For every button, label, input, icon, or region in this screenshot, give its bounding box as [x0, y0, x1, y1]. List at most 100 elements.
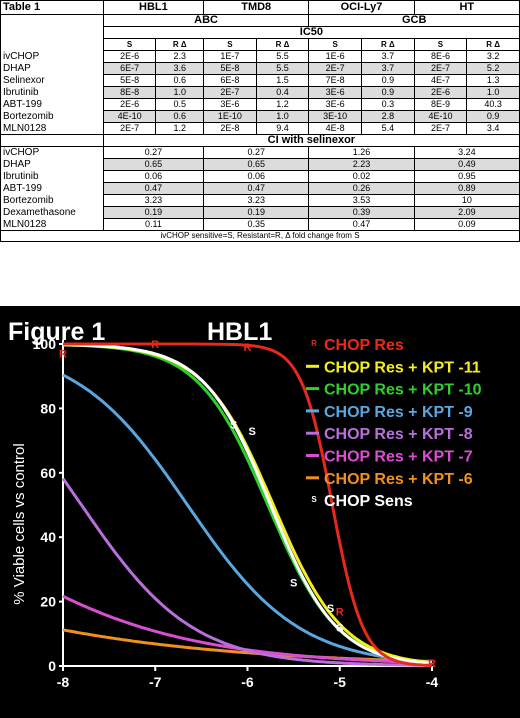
- y-tick-label: 20: [40, 594, 56, 610]
- ci-value: 0.47: [102, 182, 205, 195]
- ic50-value: 5.4: [361, 122, 415, 135]
- ic50-value: 0.6: [155, 110, 205, 123]
- table-row: ivCHOP sensitive=S, Resistant=R, Δ fold …: [0, 230, 520, 242]
- y-tick-label: 0: [48, 658, 56, 674]
- ic50-header: IC50: [102, 26, 520, 39]
- ic50-value: 2E-7: [308, 62, 362, 75]
- data-point-marker: S: [248, 426, 255, 438]
- ic50-value: 5E-8: [203, 62, 257, 75]
- ic50-value: 4E-7: [413, 74, 468, 87]
- ic50-value: 3.7: [361, 62, 415, 75]
- legend-entry: CHOP Res + KPT -6: [324, 471, 473, 488]
- ci-value: 1.26: [308, 146, 415, 159]
- ci-value: 3.23: [102, 194, 205, 207]
- table-row: ivCHOP 0.27 0.27 1.26 3.24: [0, 146, 520, 159]
- axes: 0 20 40 60 80 100 -8 -7 -6 -5 -4: [33, 336, 439, 690]
- drug-label: Ibrutinib: [0, 86, 104, 99]
- ic50-value: 2.8: [361, 110, 415, 123]
- drug-label: ivCHOP: [0, 146, 104, 159]
- series-line: [62, 343, 433, 665]
- table-row: DHAP 0.65 0.65 2.23 0.49: [0, 158, 520, 171]
- ci-value: 3.24: [413, 146, 520, 159]
- x-tick-label: -8: [57, 674, 70, 690]
- cell-line-header: HT: [413, 0, 520, 15]
- y-tick-label: 40: [40, 529, 56, 545]
- x-tick-label: -7: [149, 674, 162, 690]
- table-row: ABC GCB: [0, 14, 520, 27]
- ic50-value: 3.2: [466, 50, 520, 63]
- ic50-value: 0.6: [155, 74, 205, 87]
- ci-value: 0.95: [413, 170, 520, 183]
- ci-value: 0.27: [102, 146, 205, 159]
- blank-cell: [0, 14, 104, 27]
- ci-value: 0.27: [203, 146, 310, 159]
- ci-value: 0.65: [203, 158, 310, 171]
- ic50-value: 7E-8: [308, 74, 362, 87]
- ci-value: 0.09: [413, 218, 520, 231]
- table-row: Ibrutinib 8E-8 1.0 2E-7 0.4 3E-6 0.9 2E-6 1.0: [0, 86, 520, 99]
- ic50-value: 1.2: [255, 98, 310, 111]
- series-line: [63, 342, 433, 667]
- ic50-value: 2E-7: [203, 86, 257, 99]
- sensitive-subheader: S: [413, 38, 468, 51]
- drug-label: MLN0128: [0, 122, 104, 135]
- drug-label: ABT-199: [0, 182, 104, 195]
- resistant-subheader: R Δ: [255, 38, 310, 51]
- legend-entry: CHOP Res + KPT -7: [324, 449, 473, 466]
- table-row: Dexamethasone 0.19 0.19 0.39 2.09: [0, 206, 520, 219]
- data-point-marker: S: [336, 622, 343, 634]
- table-row: CI with selinexor: [0, 134, 520, 147]
- ic50-value: 2E-7: [413, 62, 468, 75]
- ic50-value: 5.5: [255, 62, 310, 75]
- ic50-value: 9.4: [255, 122, 310, 135]
- legend-entry: CHOP Res + KPT -9: [324, 404, 473, 421]
- y-axis-label: % Viable cells vs control: [11, 443, 28, 604]
- y-tick-label: 60: [40, 465, 56, 481]
- ic50-value: 40.3: [466, 98, 520, 111]
- sensitive-subheader: S: [308, 38, 362, 51]
- ic50-value: 0.9: [466, 110, 520, 123]
- legend-entry: CHOP Res + KPT -8: [324, 426, 473, 443]
- legend-marker: S: [311, 495, 317, 504]
- ci-value: 0.06: [102, 170, 205, 183]
- ic50-value: 1E-7: [203, 50, 257, 63]
- data-point-marker: R: [59, 349, 67, 361]
- figure-1: Figure 1 HBL1 % Viable cells vs control …: [0, 306, 520, 713]
- series-line: [61, 477, 432, 667]
- drug-label: DHAP: [0, 158, 104, 171]
- drug-label: DHAP: [0, 62, 104, 75]
- ci-value: 0.47: [308, 218, 415, 231]
- ci-value: 10: [413, 194, 520, 207]
- resistant-subheader: R Δ: [361, 38, 415, 51]
- legend-entry: CHOP Res + KPT -11: [324, 359, 481, 376]
- table-title: Table 1: [0, 0, 104, 15]
- data-point-marker: R: [151, 339, 159, 351]
- ic50-value: 1.2: [155, 122, 205, 135]
- ci-value: 0.35: [203, 218, 310, 231]
- x-tick-label: -4: [426, 674, 439, 690]
- figure-title: Figure 1: [8, 318, 105, 346]
- ic50-value: 0.5: [155, 98, 205, 111]
- blank-cell: [0, 38, 104, 51]
- ic50-value: 4E-10: [102, 110, 157, 123]
- table-footnote: ivCHOP sensitive=S, Resistant=R, Δ fold …: [0, 230, 520, 242]
- ic50-value: 6E-7: [102, 62, 157, 75]
- ci-value: 0.19: [102, 206, 205, 219]
- table-row: Ibrutinib 0.06 0.06 0.02 0.95: [0, 170, 520, 183]
- ic50-value: 1.3: [466, 74, 520, 87]
- ic50-value: 3E-6: [203, 98, 257, 111]
- table-row: ABT-199 0.47 0.47 0.26 0.89: [0, 182, 520, 195]
- table-row: IC50: [0, 26, 520, 39]
- x-tick-label: -6: [241, 674, 254, 690]
- ic50-value: 2.3: [155, 50, 205, 63]
- ic50-value: 2E-7: [102, 122, 157, 135]
- resistant-subheader: R Δ: [155, 38, 205, 51]
- sensitive-subheader: S: [203, 38, 257, 51]
- ic50-value: 1.0: [155, 86, 205, 99]
- ic50-value: 8E-8: [102, 86, 157, 99]
- blank-cell: [0, 134, 104, 147]
- ci-value: 0.47: [203, 182, 310, 195]
